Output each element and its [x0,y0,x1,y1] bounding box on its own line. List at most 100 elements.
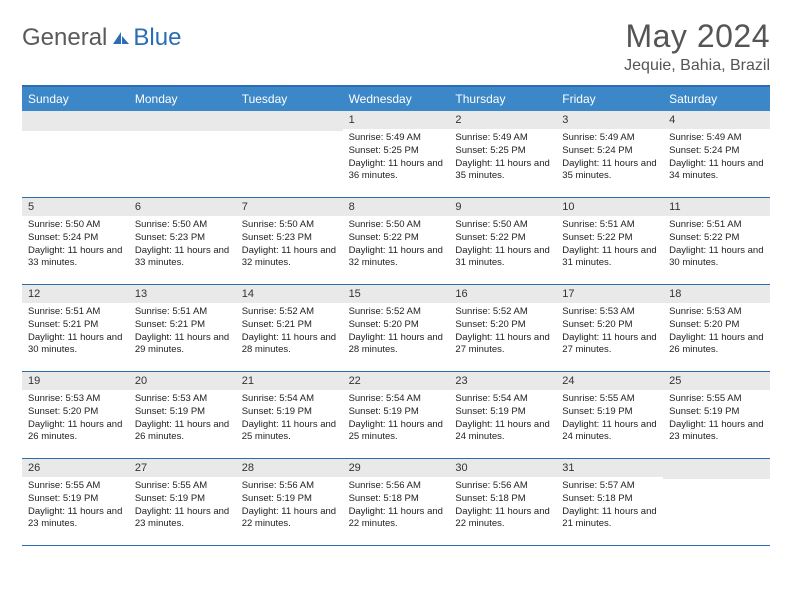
day-cell: 16Sunrise: 5:52 AMSunset: 5:20 PMDayligh… [449,285,556,371]
weekday-header: Thursday [449,87,556,111]
day-number: 20 [129,372,236,390]
sunset-line: Sunset: 5:19 PM [28,493,123,506]
sunrise-line: Sunrise: 5:55 AM [28,480,123,493]
sunrise-line: Sunrise: 5:55 AM [562,393,657,406]
day-number-strip-blank [663,459,770,479]
sunset-line: Sunset: 5:19 PM [669,406,764,419]
day-details: Sunrise: 5:51 AMSunset: 5:21 PMDaylight:… [129,303,236,371]
sunset-line: Sunset: 5:23 PM [242,232,337,245]
sunrise-line: Sunrise: 5:51 AM [669,219,764,232]
day-cell: 22Sunrise: 5:54 AMSunset: 5:19 PMDayligh… [343,372,450,458]
sunrise-line: Sunrise: 5:57 AM [562,480,657,493]
sunset-line: Sunset: 5:19 PM [242,406,337,419]
day-number: 10 [556,198,663,216]
sunset-line: Sunset: 5:18 PM [562,493,657,506]
week-row: 19Sunrise: 5:53 AMSunset: 5:20 PMDayligh… [22,372,770,459]
day-number: 26 [22,459,129,477]
logo-text-blue: Blue [133,24,181,52]
day-number: 17 [556,285,663,303]
day-cell: 3Sunrise: 5:49 AMSunset: 5:24 PMDaylight… [556,111,663,197]
day-cell: 12Sunrise: 5:51 AMSunset: 5:21 PMDayligh… [22,285,129,371]
day-cell: 8Sunrise: 5:50 AMSunset: 5:22 PMDaylight… [343,198,450,284]
sunset-line: Sunset: 5:22 PM [669,232,764,245]
daylight-line: Daylight: 11 hours and 23 minutes. [669,419,764,445]
day-details: Sunrise: 5:53 AMSunset: 5:19 PMDaylight:… [129,390,236,458]
daylight-line: Daylight: 11 hours and 28 minutes. [242,332,337,358]
day-details: Sunrise: 5:52 AMSunset: 5:20 PMDaylight:… [449,303,556,371]
day-details: Sunrise: 5:51 AMSunset: 5:21 PMDaylight:… [22,303,129,371]
sunrise-line: Sunrise: 5:50 AM [28,219,123,232]
day-cell: 27Sunrise: 5:55 AMSunset: 5:19 PMDayligh… [129,459,236,545]
sunset-line: Sunset: 5:21 PM [135,319,230,332]
weekday-header-row: SundayMondayTuesdayWednesdayThursdayFrid… [22,85,770,111]
day-number: 25 [663,372,770,390]
logo-text-general: General [22,24,107,52]
day-number-strip-blank [22,111,129,131]
sunset-line: Sunset: 5:22 PM [562,232,657,245]
daylight-line: Daylight: 11 hours and 26 minutes. [669,332,764,358]
day-number: 22 [343,372,450,390]
sunrise-line: Sunrise: 5:53 AM [562,306,657,319]
day-cell: 30Sunrise: 5:56 AMSunset: 5:18 PMDayligh… [449,459,556,545]
day-details: Sunrise: 5:57 AMSunset: 5:18 PMDaylight:… [556,477,663,545]
day-details: Sunrise: 5:50 AMSunset: 5:24 PMDaylight:… [22,216,129,284]
day-details: Sunrise: 5:49 AMSunset: 5:24 PMDaylight:… [663,129,770,197]
daylight-line: Daylight: 11 hours and 36 minutes. [349,158,444,184]
header: General Blue May 2024 Jequie, Bahia, Bra… [22,18,770,75]
daylight-line: Daylight: 11 hours and 22 minutes. [455,506,550,532]
day-details: Sunrise: 5:55 AMSunset: 5:19 PMDaylight:… [663,390,770,458]
week-row: 26Sunrise: 5:55 AMSunset: 5:19 PMDayligh… [22,459,770,546]
day-cell: 13Sunrise: 5:51 AMSunset: 5:21 PMDayligh… [129,285,236,371]
day-number: 7 [236,198,343,216]
sunrise-line: Sunrise: 5:50 AM [455,219,550,232]
day-number: 19 [22,372,129,390]
daylight-line: Daylight: 11 hours and 31 minutes. [562,245,657,271]
daylight-line: Daylight: 11 hours and 32 minutes. [242,245,337,271]
daylight-line: Daylight: 11 hours and 22 minutes. [242,506,337,532]
sunrise-line: Sunrise: 5:53 AM [135,393,230,406]
day-number: 13 [129,285,236,303]
day-details: Sunrise: 5:55 AMSunset: 5:19 PMDaylight:… [22,477,129,545]
day-cell: 23Sunrise: 5:54 AMSunset: 5:19 PMDayligh… [449,372,556,458]
day-number: 6 [129,198,236,216]
sunset-line: Sunset: 5:18 PM [455,493,550,506]
sunrise-line: Sunrise: 5:54 AM [242,393,337,406]
day-number: 24 [556,372,663,390]
day-details: Sunrise: 5:53 AMSunset: 5:20 PMDaylight:… [663,303,770,371]
day-details: Sunrise: 5:56 AMSunset: 5:19 PMDaylight:… [236,477,343,545]
day-body-blank [22,131,129,197]
sunrise-line: Sunrise: 5:51 AM [135,306,230,319]
daylight-line: Daylight: 11 hours and 27 minutes. [562,332,657,358]
sunset-line: Sunset: 5:19 PM [455,406,550,419]
sunset-line: Sunset: 5:19 PM [349,406,444,419]
day-cell: 29Sunrise: 5:56 AMSunset: 5:18 PMDayligh… [343,459,450,545]
day-cell: 28Sunrise: 5:56 AMSunset: 5:19 PMDayligh… [236,459,343,545]
sunset-line: Sunset: 5:23 PM [135,232,230,245]
day-details: Sunrise: 5:56 AMSunset: 5:18 PMDaylight:… [449,477,556,545]
day-cell: 19Sunrise: 5:53 AMSunset: 5:20 PMDayligh… [22,372,129,458]
day-number: 16 [449,285,556,303]
daylight-line: Daylight: 11 hours and 26 minutes. [28,419,123,445]
sunset-line: Sunset: 5:19 PM [135,493,230,506]
daylight-line: Daylight: 11 hours and 33 minutes. [28,245,123,271]
location-label: Jequie, Bahia, Brazil [624,57,770,75]
day-cell: 20Sunrise: 5:53 AMSunset: 5:19 PMDayligh… [129,372,236,458]
day-details: Sunrise: 5:50 AMSunset: 5:23 PMDaylight:… [236,216,343,284]
day-number: 14 [236,285,343,303]
sunrise-line: Sunrise: 5:50 AM [349,219,444,232]
day-number: 18 [663,285,770,303]
day-cell [129,111,236,197]
day-details: Sunrise: 5:50 AMSunset: 5:22 PMDaylight:… [343,216,450,284]
month-title: May 2024 [624,18,770,55]
day-details: Sunrise: 5:56 AMSunset: 5:18 PMDaylight:… [343,477,450,545]
daylight-line: Daylight: 11 hours and 29 minutes. [135,332,230,358]
daylight-line: Daylight: 11 hours and 35 minutes. [562,158,657,184]
day-cell: 5Sunrise: 5:50 AMSunset: 5:24 PMDaylight… [22,198,129,284]
day-number: 12 [22,285,129,303]
day-cell: 6Sunrise: 5:50 AMSunset: 5:23 PMDaylight… [129,198,236,284]
daylight-line: Daylight: 11 hours and 25 minutes. [242,419,337,445]
day-number: 30 [449,459,556,477]
day-cell [236,111,343,197]
day-cell: 26Sunrise: 5:55 AMSunset: 5:19 PMDayligh… [22,459,129,545]
day-body-blank [129,131,236,197]
